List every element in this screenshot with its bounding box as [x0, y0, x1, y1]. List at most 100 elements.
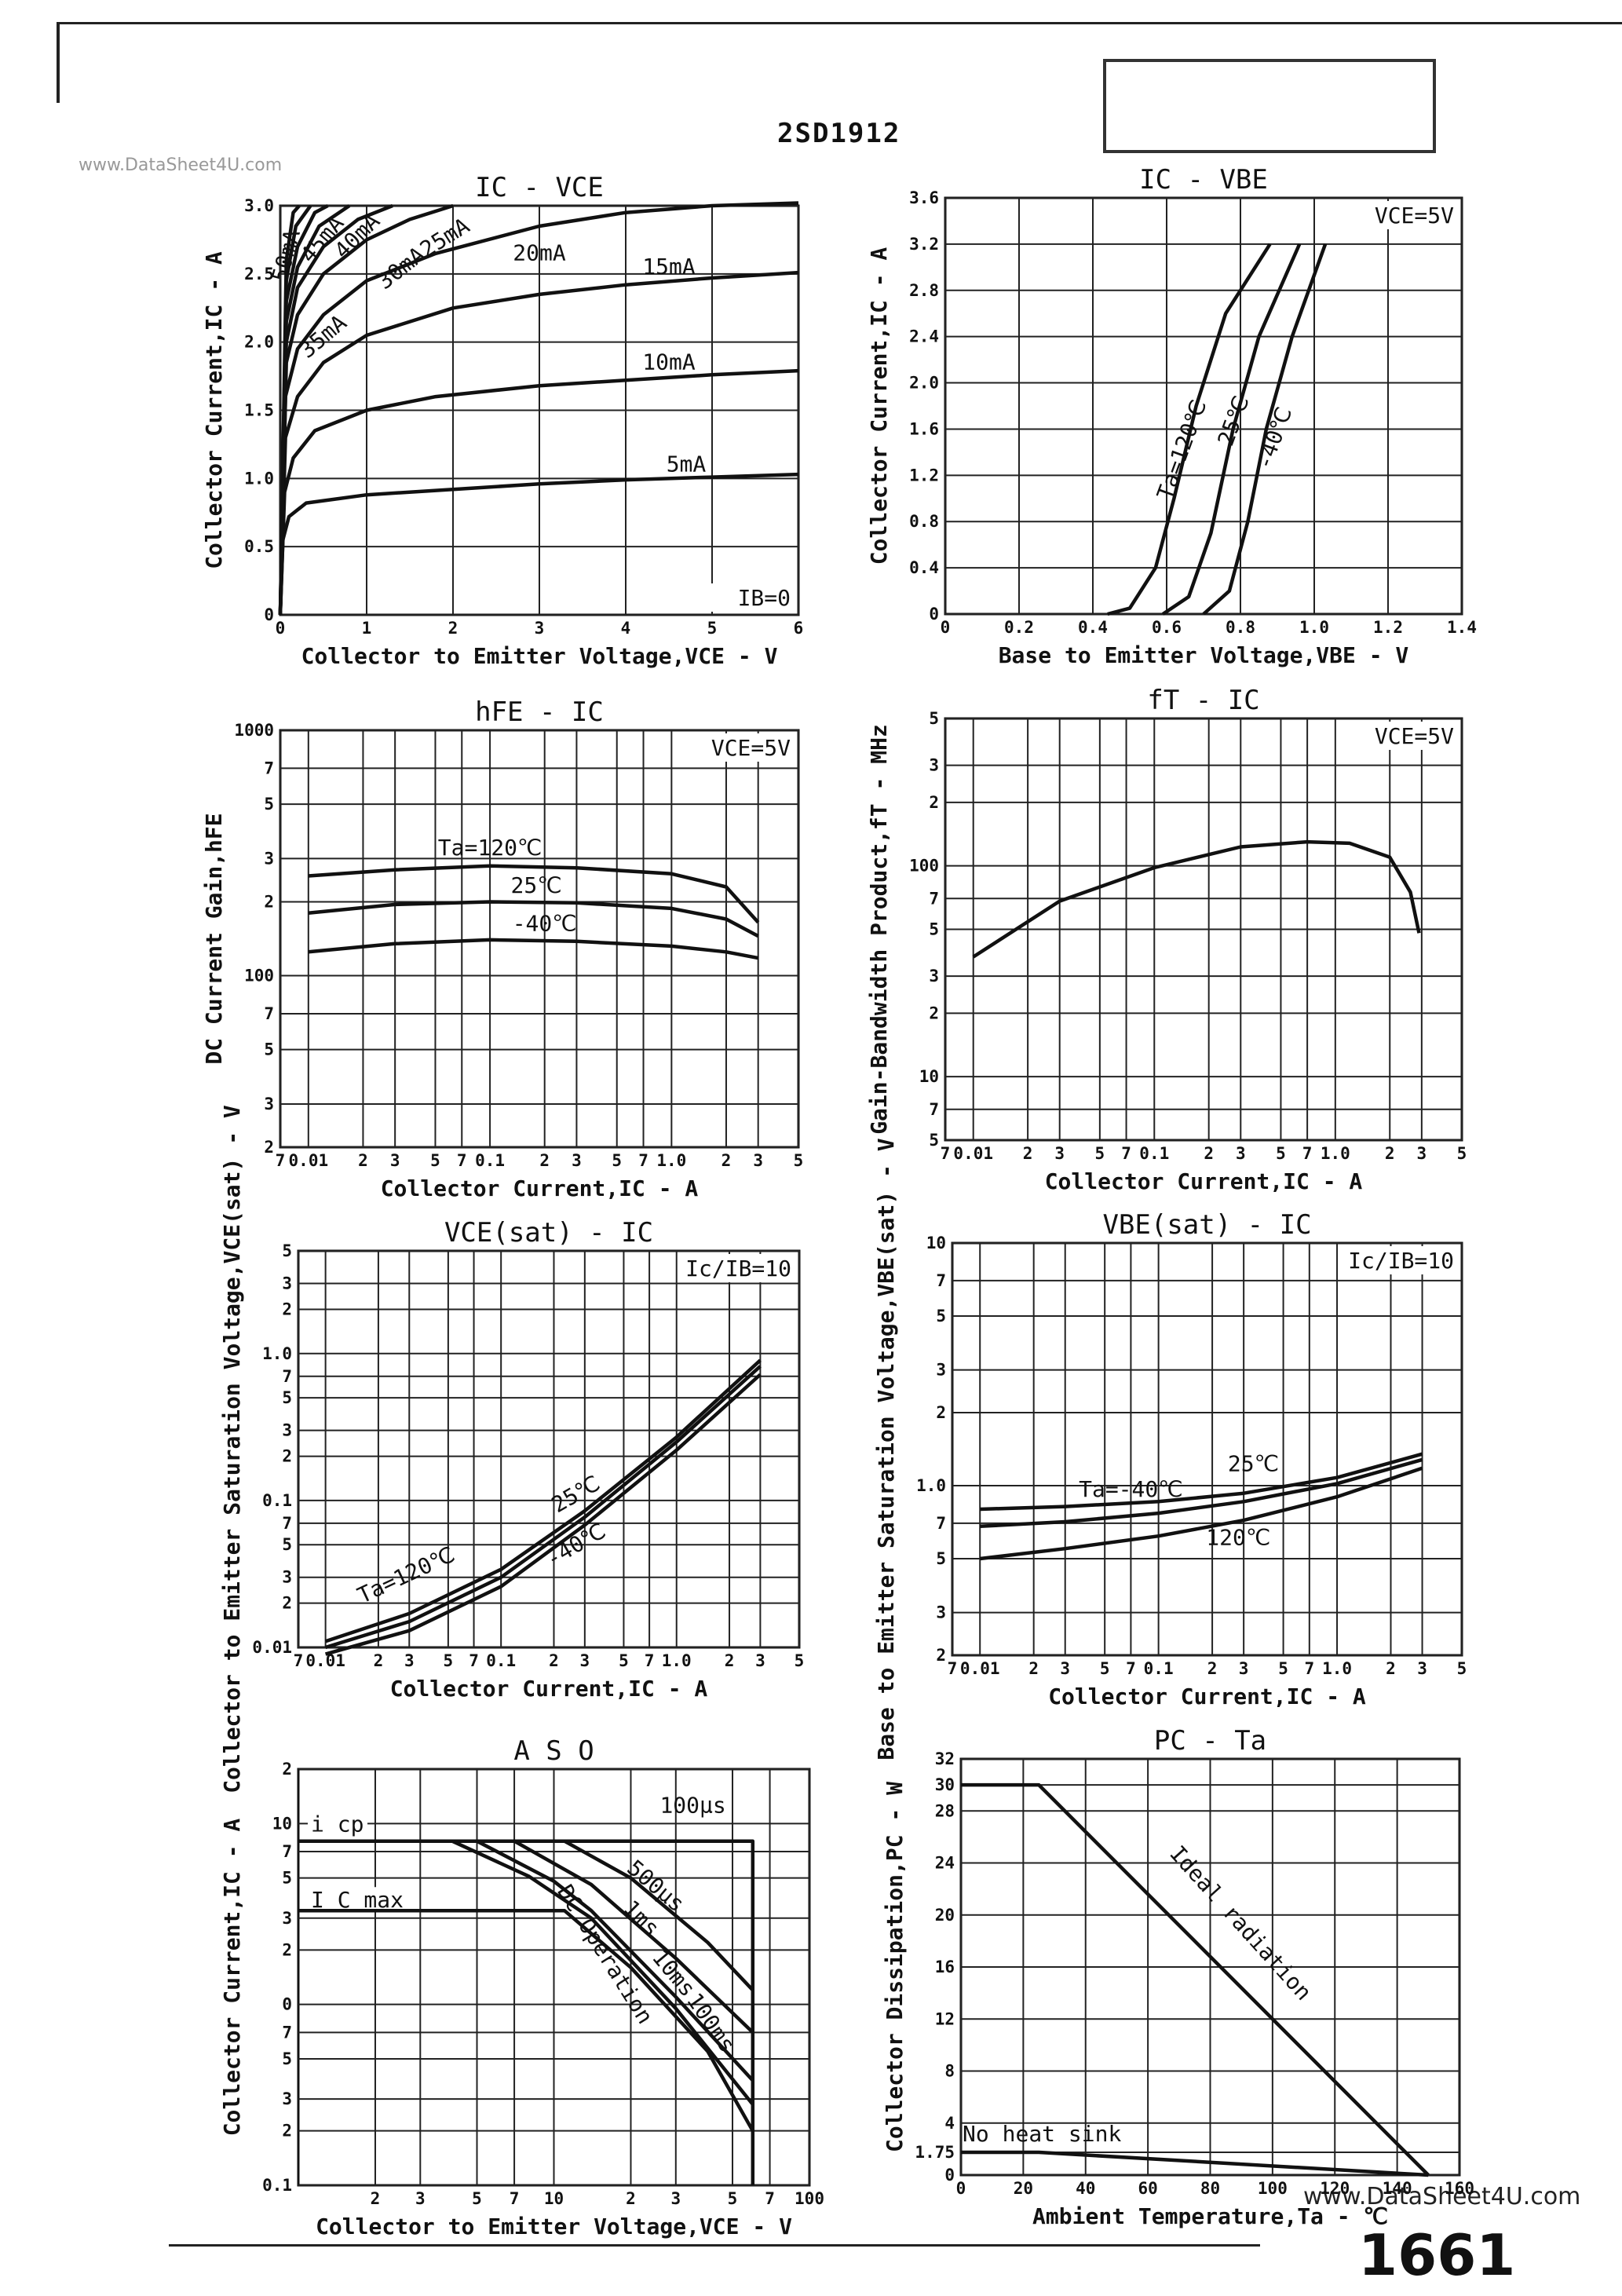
y-tick-label: 7: [282, 1367, 292, 1386]
x-tick-label: 120: [1320, 2179, 1350, 2198]
y-axis-label: DC Current Gain,hFE: [201, 813, 227, 1064]
x-tick-label: 20: [1014, 2179, 1033, 2198]
x-axis-label: Collector Current,IC - A: [381, 1175, 699, 1201]
y-tick-label: 10: [272, 1814, 292, 1833]
y-tick-label: 2.0: [244, 333, 274, 352]
chart-title: VCE(sat) - IC: [444, 1217, 653, 1249]
x-tick-label: 3: [1417, 1659, 1427, 1678]
condition-label: VCE=5V: [1375, 203, 1454, 229]
x-axis-label: Collector to Emitter Voltage,VCE - V: [316, 2214, 792, 2239]
y-tick-label: 20: [935, 1906, 955, 1925]
y-axis-label: Collector Current,IC - A: [201, 251, 227, 569]
y-tick-label: 7: [936, 1271, 946, 1290]
y-tick-label: 2: [282, 1447, 292, 1466]
x-tick-label: 5: [619, 1651, 629, 1670]
chart-pc-ta: 0 20 40 60 80 100 120 140 16001.7548121620242830…: [882, 1725, 1474, 2229]
x-tick-label: 0.2: [1004, 618, 1034, 637]
x-tick-label: 2: [1028, 1659, 1039, 1678]
x-axis-label: Base to Emitter Voltage,VBE - V: [999, 642, 1409, 668]
y-tick-label: 7: [264, 759, 274, 777]
y-tick-label: 3: [282, 1274, 292, 1293]
x-tick-label: 3: [753, 1151, 763, 1170]
y-tick-label: 2: [929, 1004, 939, 1022]
x-tick-label: 1.0: [662, 1651, 692, 1670]
series-line: [308, 938, 759, 960]
y-tick-label: 2: [282, 1300, 292, 1318]
y-tick-label: 100: [244, 967, 274, 985]
x-tick-label: 3: [1417, 1144, 1427, 1163]
x-tick-label: 0: [941, 618, 951, 637]
y-tick-label: 5: [929, 920, 939, 939]
x-axis-label: Collector Current,IC - A: [390, 1676, 708, 1702]
x-tick-label: 2: [1207, 1659, 1218, 1678]
x-tick-label: 60: [1138, 2179, 1157, 2198]
series-label: 25℃: [547, 1470, 605, 1518]
y-tick-label: 2: [282, 1760, 292, 1779]
y-tick-label: 5: [282, 2049, 292, 2068]
series-label: -40℃: [1251, 404, 1297, 473]
series-line: [1162, 243, 1302, 616]
x-tick-label: 10: [544, 2189, 564, 2208]
y-tick-label: 1.6: [909, 419, 939, 438]
series-label: -40℃: [513, 911, 577, 937]
x-tick-label: 3: [535, 619, 545, 638]
series-line: [278, 270, 799, 616]
y-tick-label: 4: [944, 2114, 955, 2133]
series-line: [476, 1839, 754, 2082]
x-tick-label: 160: [1445, 2179, 1474, 2198]
y-tick-label: 0: [944, 2166, 955, 2184]
series-label: Ideal radiation: [1164, 1841, 1317, 2005]
x-tick-label: 2: [1385, 1144, 1395, 1163]
series-label: 100μs: [659, 1792, 725, 1818]
header-right-box: [1103, 59, 1436, 153]
x-tick-label: 5: [472, 2189, 482, 2208]
x-tick-label: 0.8: [1226, 618, 1255, 637]
chart-title: PC - Ta: [1154, 1725, 1266, 1757]
series-label: 20mA: [513, 239, 566, 265]
x-axis-label: Ambient Temperature,Ta - ℃: [1032, 2203, 1388, 2229]
y-tick-label: 16: [935, 1958, 955, 1976]
y-tick-label: 2.0: [909, 374, 939, 393]
x-tick-label: 80: [1200, 2179, 1220, 2198]
y-tick-label: 5: [264, 1040, 274, 1059]
x-tick-label: 0.01: [289, 1151, 329, 1170]
x-tick-label: 2: [721, 1151, 732, 1170]
watermark-top: www.DataSheet4U.com: [79, 155, 283, 175]
x-tick-label: 3: [415, 2189, 426, 2208]
chart-hfe-ic: 7 0.01 2 3 5 7 0.1 2 3 5 7 1.0 2 3 5235710023571000hFE…: [201, 696, 803, 1201]
x-tick-label: 5: [444, 1651, 454, 1670]
x-tick-label: 0.1: [1144, 1659, 1174, 1678]
chart-ic-vbe: 0 0.2 0.4 0.6 0.8 1.0 1.2 1.4 0 0.4 0.8 1.2 1.6 2.0 2.…: [866, 164, 1477, 668]
x-tick-label: 3: [1060, 1659, 1070, 1678]
y-tick-label: 0.8: [909, 512, 939, 531]
x-tick-label: 7: [941, 1144, 951, 1163]
series-label: Ta=-40℃: [1079, 1476, 1183, 1502]
x-tick-label: 3: [572, 1151, 582, 1170]
series-label: 25℃: [1212, 393, 1254, 450]
x-axis-label: Collector Current,IC - A: [1048, 1684, 1366, 1709]
y-tick-label: 2: [264, 1138, 274, 1157]
y-axis-label: Gain-Bandwidth Product,fT - MHz: [866, 724, 892, 1135]
y-tick-label: 2: [282, 2122, 292, 2141]
y-tick-label: 7: [264, 1004, 274, 1023]
y-tick-label: 1.5: [244, 401, 274, 420]
series-line: [961, 2150, 1429, 2177]
annotation-label: i cp: [311, 1811, 363, 1837]
y-tick-label: 3: [264, 1095, 274, 1113]
y-tick-label: 1.0: [262, 1344, 292, 1363]
x-tick-label: 5: [794, 1151, 804, 1170]
x-tick-label: 3: [580, 1651, 590, 1670]
x-tick-label: 0.1: [486, 1651, 516, 1670]
y-axis-label: Collector Current,IC - A: [866, 247, 892, 565]
condition-bg: [1343, 1246, 1459, 1274]
x-tick-label: 5: [612, 1151, 622, 1170]
x-tick-label: 2: [374, 1651, 384, 1670]
x-tick-label: 7: [1126, 1659, 1136, 1678]
series-label: Ta=120℃: [1152, 397, 1211, 503]
y-tick-label: 0.1: [262, 2176, 292, 2195]
chart-title: A S O: [513, 1735, 594, 1767]
series-label: 15mA: [642, 254, 696, 280]
x-tick-label: 40: [1076, 2179, 1095, 2198]
x-tick-label: 1.0: [656, 1151, 686, 1170]
